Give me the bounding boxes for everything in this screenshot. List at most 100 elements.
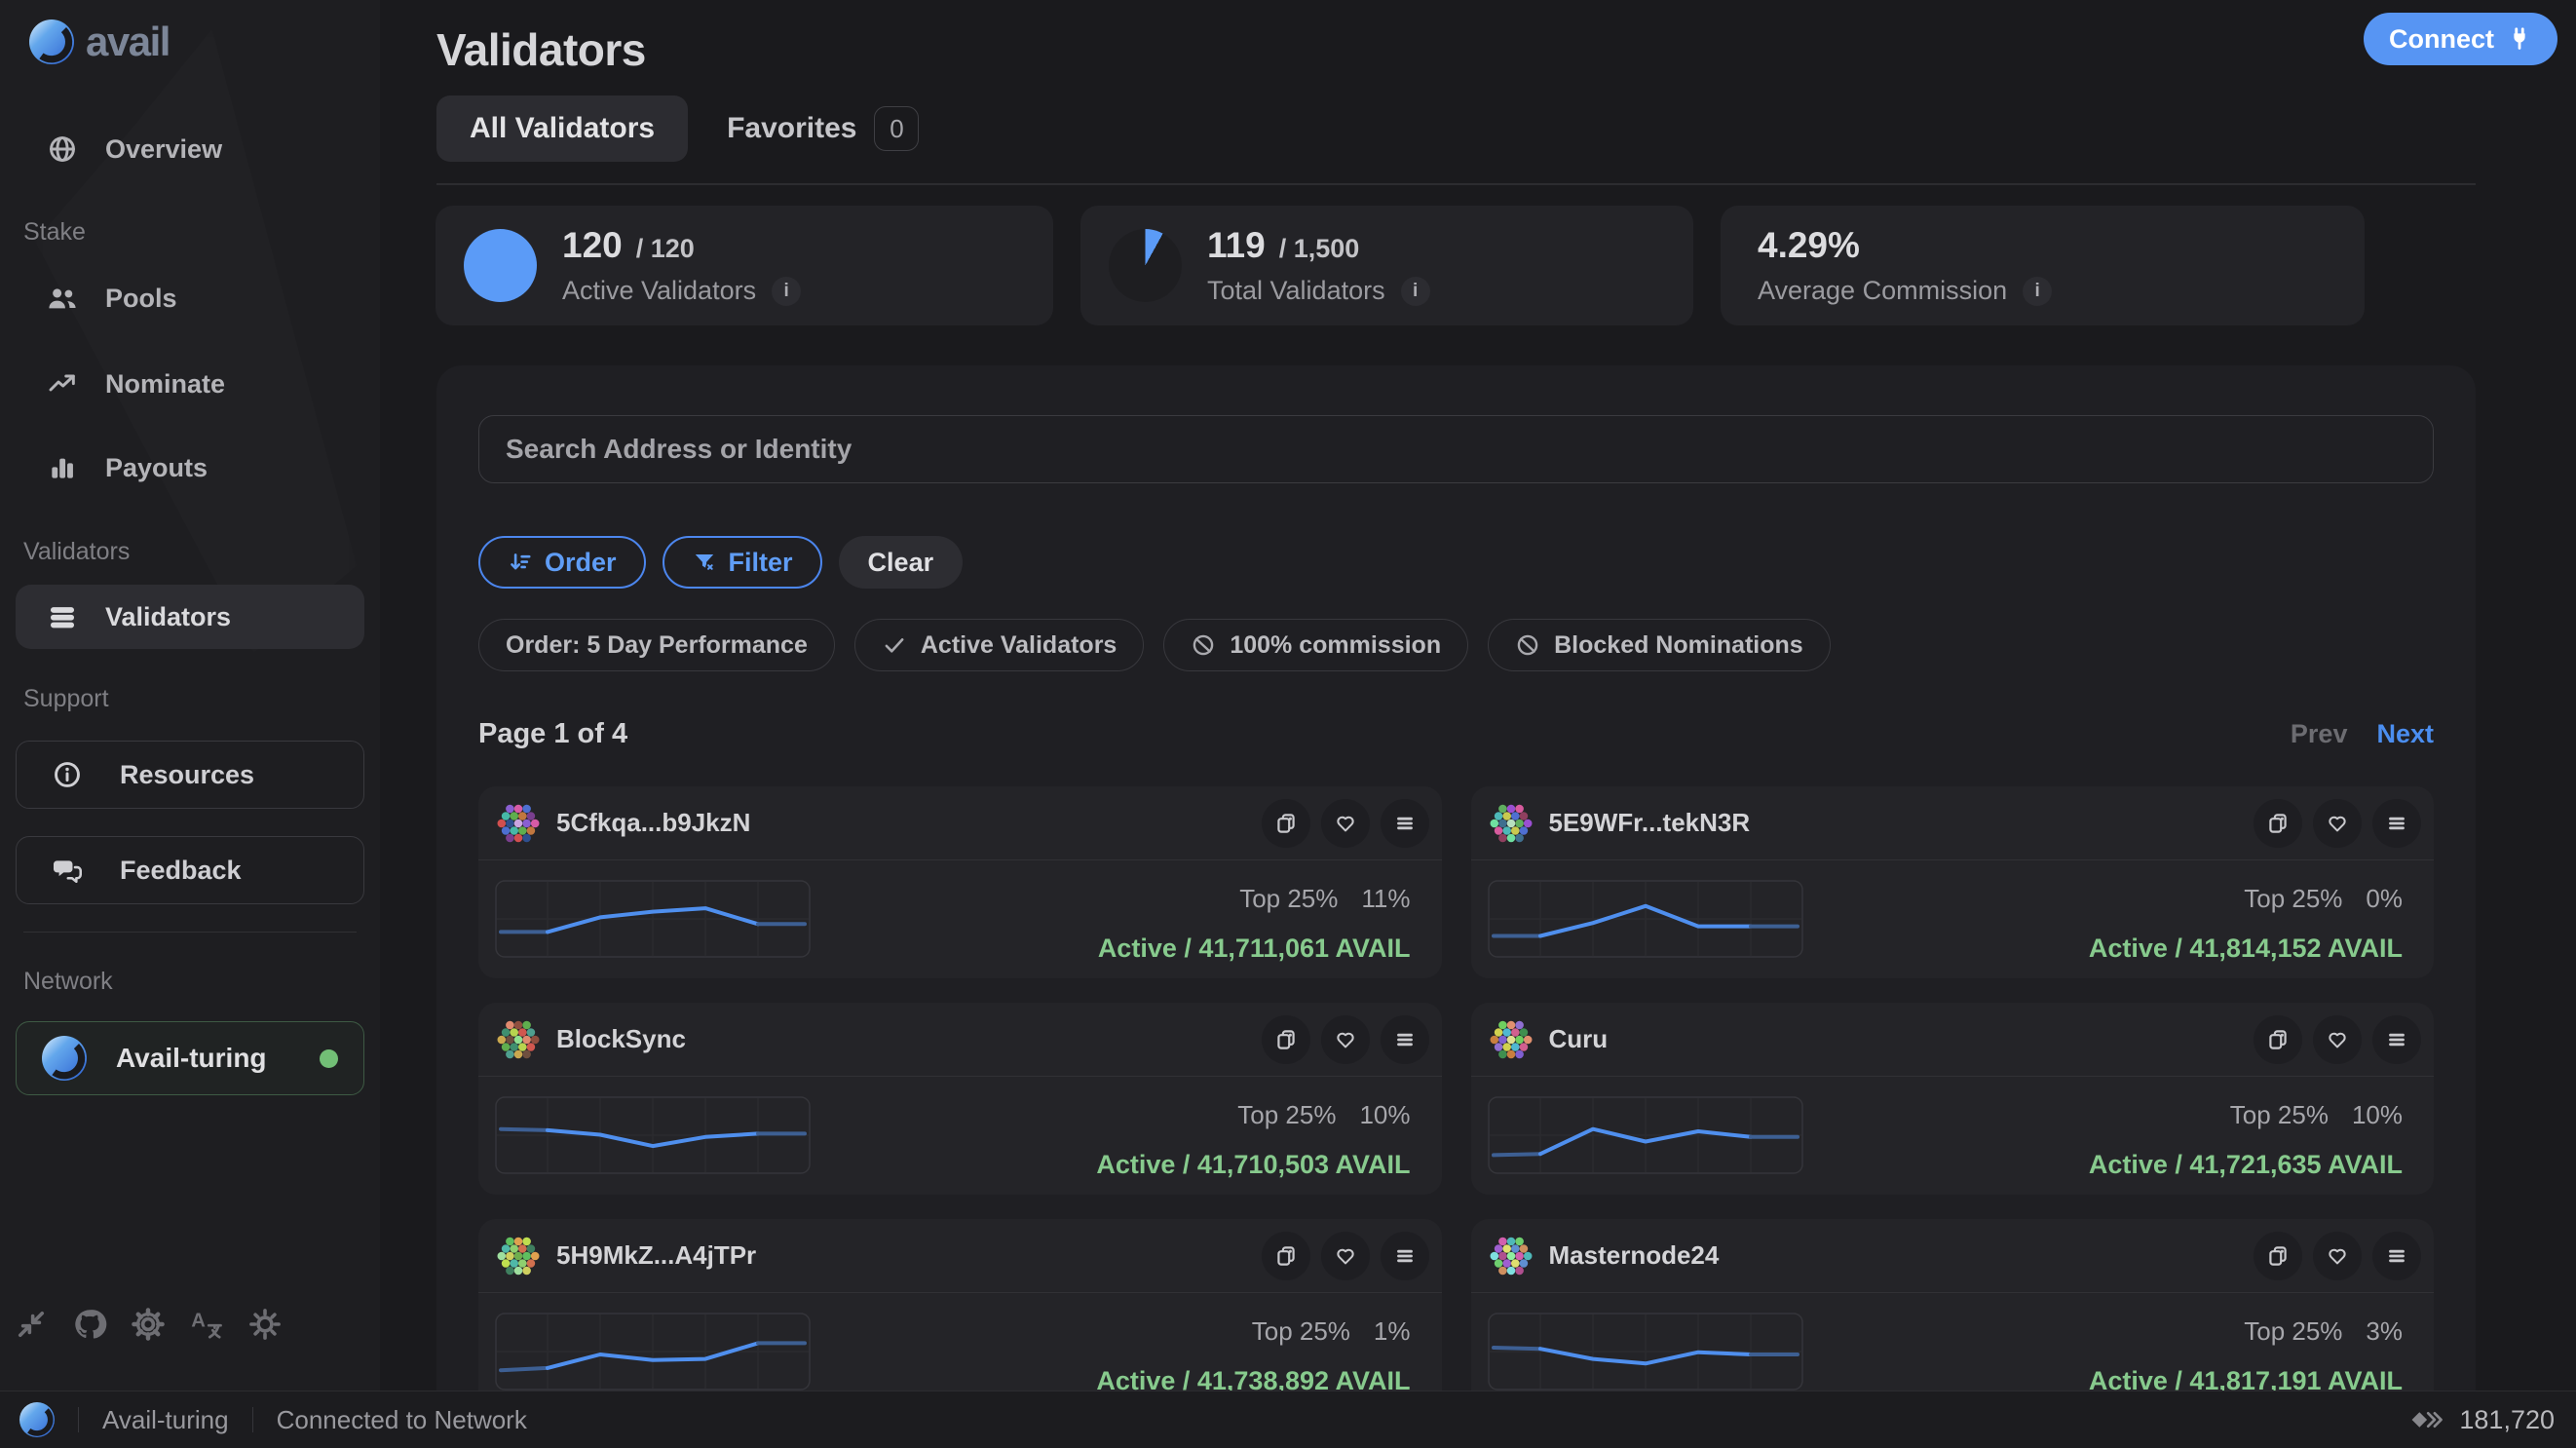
- page-indicator: Page 1 of 4: [478, 718, 628, 749]
- sidebar-item-payouts[interactable]: Payouts: [16, 440, 364, 495]
- info-icon[interactable]: i: [1400, 276, 1430, 306]
- sidebar-item-resources[interactable]: Resources: [16, 741, 364, 809]
- validator-card: 5H9MkZ...A4jTPr Top 25% 1% Active / 41,738,…: [478, 1219, 1442, 1411]
- avail-logo-icon: [29, 19, 74, 64]
- order-button[interactable]: Order: [478, 536, 646, 589]
- validator-card: Curu Top 25% 10% Active / 41,721,635 AVAIL: [1470, 1003, 2434, 1195]
- filter-chip[interactable]: Blocked Nominations: [1488, 619, 1831, 671]
- section-label: Validators: [23, 538, 131, 565]
- stat-denominator: / 1,500: [1278, 234, 1360, 263]
- favorite-button[interactable]: [1320, 1231, 1370, 1280]
- github-icon[interactable]: [72, 1307, 107, 1342]
- favorite-button[interactable]: [2313, 798, 2362, 848]
- sidebar-item-label: Pools: [105, 283, 177, 313]
- validator-identicon: [496, 1234, 541, 1278]
- card-menu-button[interactable]: [1380, 1014, 1429, 1064]
- rank-label: Top 25%: [2244, 1316, 2343, 1346]
- sidebar-item-label: Resources: [120, 759, 255, 789]
- sidebar-item-label: Validators: [105, 601, 232, 631]
- performance-sparkline: [495, 880, 811, 963]
- validator-card-header: BlockSync: [478, 1003, 1442, 1077]
- commission-pct: 10%: [2351, 1100, 2403, 1129]
- validator-card-header: 5H9MkZ...A4jTPr: [478, 1219, 1442, 1293]
- footer-logo-icon: [19, 1402, 55, 1437]
- block-count: 181,720: [2459, 1404, 2555, 1434]
- favorite-button[interactable]: [2313, 1231, 2362, 1280]
- clear-label: Clear: [867, 547, 934, 577]
- sidebar-tools: A: [14, 1307, 283, 1342]
- tab-all-validators[interactable]: All Validators: [436, 95, 689, 162]
- card-menu-button[interactable]: [2372, 1231, 2421, 1280]
- validator-card: BlockSync Top 25% 10% Active / 41,710,503 A…: [478, 1003, 1442, 1195]
- footer-separator: [78, 1407, 79, 1432]
- chat-icon: [52, 855, 83, 886]
- favorite-button[interactable]: [2313, 1014, 2362, 1064]
- sidebar-item-feedback[interactable]: Feedback: [16, 836, 364, 904]
- card-menu-button[interactable]: [1380, 1231, 1429, 1280]
- network-status-dot: [320, 1048, 338, 1068]
- connect-button[interactable]: Connect: [2364, 13, 2557, 65]
- plug-icon: [2507, 26, 2532, 52]
- chip-label: Blocked Nominations: [1554, 630, 1803, 659]
- validator-name: Curu: [1548, 1024, 1609, 1053]
- network-label: Avail-turing: [116, 1043, 267, 1073]
- bars-icon: [47, 452, 78, 483]
- copy-button[interactable]: [1261, 798, 1310, 848]
- filter-chip[interactable]: 100% commission: [1163, 619, 1469, 671]
- copy-button[interactable]: [1261, 1014, 1310, 1064]
- card-menu-button[interactable]: [2372, 1014, 2421, 1064]
- pools-icon: [47, 283, 78, 314]
- stat-label: Total Validators: [1207, 276, 1385, 305]
- sun-icon[interactable]: [247, 1307, 283, 1342]
- validator-card: Masternode24 Top 25% 3% Active / 41,817,191…: [1470, 1219, 2434, 1411]
- translate-icon[interactable]: A: [189, 1307, 224, 1342]
- gear-icon[interactable]: [131, 1307, 166, 1342]
- stat-card: 120 / 120 Active Validators i: [436, 206, 1053, 325]
- filter-chip[interactable]: Order: 5 Day Performance: [478, 619, 835, 671]
- validator-card-header: Masternode24: [1470, 1219, 2434, 1293]
- stat-value: 120: [562, 225, 623, 265]
- prev-link[interactable]: Prev: [2290, 719, 2348, 748]
- sidebar-item-validators[interactable]: Validators: [16, 585, 364, 649]
- ban-icon: [1191, 632, 1216, 658]
- copy-button[interactable]: [2254, 1014, 2302, 1064]
- clear-button[interactable]: Clear: [838, 536, 964, 589]
- brand[interactable]: avail: [0, 0, 380, 65]
- favorite-button[interactable]: [1320, 798, 1370, 848]
- sidebar-item-label: Payouts: [105, 452, 208, 482]
- card-menu-button[interactable]: [1380, 798, 1429, 848]
- stat-pie-icon: [1109, 229, 1182, 302]
- performance-sparkline: [1487, 880, 1803, 963]
- validator-card: 5E9WFr...tekN3R Top 25% 0% Active / 41,814,…: [1470, 786, 2435, 978]
- filter-button[interactable]: Filter: [662, 536, 822, 589]
- copy-button[interactable]: [2254, 1231, 2302, 1280]
- tab-favorites[interactable]: Favorites 0: [727, 106, 920, 151]
- info-icon[interactable]: i: [772, 276, 802, 306]
- funnel-icon: [692, 550, 717, 575]
- globe-icon: [47, 133, 78, 165]
- sidebar-item-pools[interactable]: Pools: [16, 271, 364, 325]
- stat-label: Active Validators: [562, 276, 757, 305]
- card-menu-button[interactable]: [2372, 798, 2421, 848]
- validator-identicon: [1489, 1017, 1534, 1062]
- next-link[interactable]: Next: [2376, 719, 2434, 748]
- sidebar-item-label: Feedback: [120, 855, 242, 885]
- search-input[interactable]: [478, 415, 2434, 483]
- validator-identicon: [1489, 1234, 1534, 1278]
- favorite-button[interactable]: [1320, 1014, 1370, 1064]
- sidebar-item-overview[interactable]: Overview: [16, 122, 364, 176]
- collapse-icon[interactable]: [14, 1307, 49, 1342]
- rank-label: Top 25%: [1239, 884, 1339, 913]
- validators-panel: Order Filter Clear Order: 5 Day Performa…: [436, 365, 2476, 1448]
- ban-icon: [1515, 632, 1540, 658]
- validator-identicon: [1489, 801, 1534, 846]
- copy-button[interactable]: [1261, 1231, 1310, 1280]
- copy-button[interactable]: [2254, 798, 2302, 848]
- filter-chip[interactable]: Active Validators: [853, 619, 1145, 671]
- tabs-divider: [436, 183, 2476, 185]
- info-icon[interactable]: i: [2023, 276, 2053, 306]
- validator-card-body: Top 25% 0% Active / 41,814,152 AVAIL: [1471, 860, 2435, 977]
- sidebar-divider: [23, 932, 357, 933]
- network-selector[interactable]: Avail-turing: [16, 1021, 364, 1095]
- sidebar-item-nominate[interactable]: Nominate: [16, 357, 364, 411]
